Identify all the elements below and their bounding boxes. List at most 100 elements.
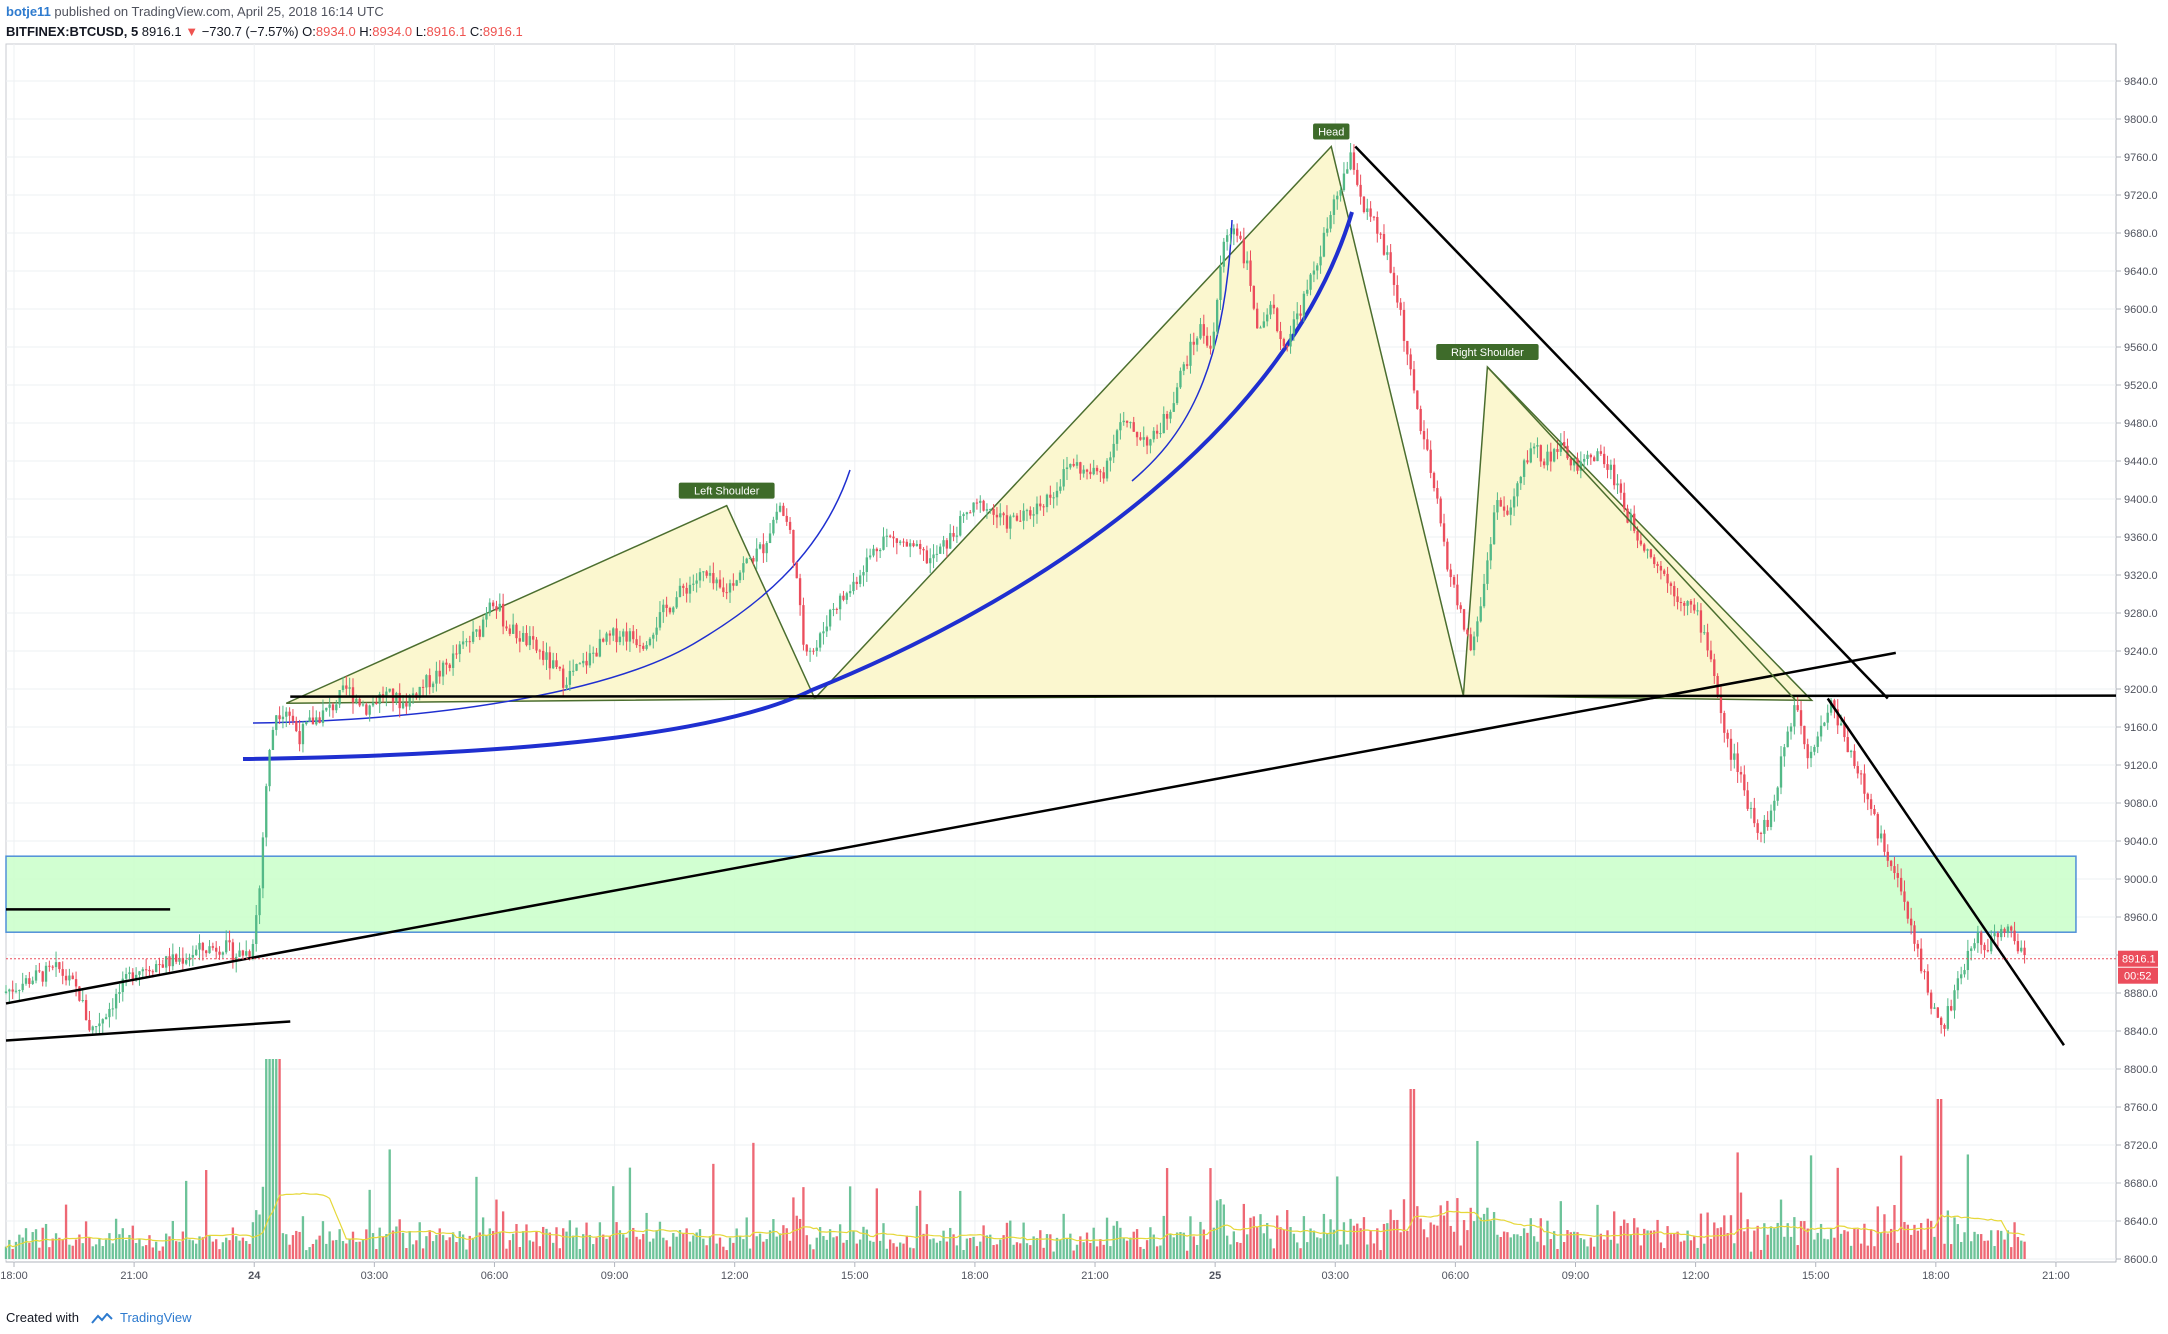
candle-body bbox=[658, 612, 662, 628]
candle-body bbox=[1112, 443, 1115, 458]
candle-body bbox=[1823, 722, 1826, 726]
candle-body bbox=[401, 702, 405, 709]
candle-body bbox=[1519, 476, 1522, 484]
candle-body bbox=[1863, 773, 1866, 794]
volume-bar bbox=[1235, 1242, 1239, 1259]
close-value: 8916.1 bbox=[482, 24, 523, 39]
candle-body bbox=[81, 1000, 84, 1002]
volume-bar bbox=[1960, 1241, 1963, 1259]
candle-body bbox=[955, 535, 959, 537]
volume-bar bbox=[732, 1242, 735, 1259]
candle-body bbox=[1826, 712, 1829, 723]
candle-body bbox=[1869, 799, 1873, 810]
candle-body bbox=[1015, 515, 1019, 521]
candle-body bbox=[461, 641, 465, 645]
volume-bar bbox=[1552, 1231, 1556, 1259]
candle-body bbox=[1506, 510, 1509, 515]
candle-body bbox=[592, 652, 595, 654]
candle-body bbox=[305, 721, 308, 725]
candle-body bbox=[1676, 596, 1679, 602]
candle-body bbox=[178, 957, 181, 962]
candle-body bbox=[1639, 540, 1643, 545]
candle-body bbox=[1202, 324, 1205, 336]
candle-body bbox=[1943, 1024, 1946, 1029]
volume-bar bbox=[1639, 1245, 1643, 1259]
volume-bar bbox=[368, 1189, 371, 1259]
volume-bar bbox=[1479, 1217, 1482, 1259]
candle-body bbox=[48, 965, 51, 967]
volume-bar bbox=[1045, 1234, 1049, 1259]
volume-bar bbox=[662, 1237, 665, 1259]
volume-bar bbox=[945, 1241, 949, 1259]
candle-body bbox=[1089, 471, 1092, 475]
candle-body bbox=[1706, 632, 1709, 651]
volume-bar bbox=[1486, 1207, 1489, 1259]
candle-body bbox=[1272, 304, 1276, 309]
volume-bar bbox=[1005, 1222, 1009, 1259]
candle-body bbox=[228, 940, 231, 943]
candle-body bbox=[1966, 950, 1970, 971]
volume-bar bbox=[1259, 1214, 1262, 1259]
tradingview-link[interactable]: TradingView bbox=[120, 1310, 192, 1325]
candle-body bbox=[678, 585, 682, 598]
volume-bar bbox=[1883, 1214, 1886, 1259]
volume-bar bbox=[1536, 1241, 1539, 1259]
candle-body bbox=[1012, 515, 1015, 517]
volume-bar bbox=[34, 1229, 38, 1259]
candle-body bbox=[148, 969, 151, 972]
candle-body bbox=[882, 536, 885, 550]
head-and-shoulders-pattern bbox=[285, 145, 1814, 704]
candle-body bbox=[1476, 621, 1479, 637]
volume-bar bbox=[838, 1224, 842, 1259]
volume-bar bbox=[41, 1227, 44, 1259]
volume-bar bbox=[1379, 1250, 1382, 1259]
volume-bar bbox=[1643, 1228, 1646, 1259]
volume-bar bbox=[1439, 1205, 1442, 1259]
volume-bar bbox=[431, 1241, 435, 1259]
volume-bar bbox=[768, 1230, 772, 1259]
candle-body bbox=[715, 579, 718, 584]
volume-bar bbox=[1362, 1217, 1366, 1259]
candle-body bbox=[919, 543, 922, 549]
volume-bar bbox=[1179, 1232, 1182, 1259]
candle-body bbox=[84, 1000, 88, 1020]
candle-body bbox=[855, 581, 858, 584]
volume-bar bbox=[899, 1242, 902, 1259]
volume-bar bbox=[808, 1244, 812, 1259]
candle-body bbox=[692, 583, 695, 585]
symbol-name[interactable]: BITFINEX:BTCUSD, 5 bbox=[6, 24, 139, 39]
candle-body bbox=[1529, 448, 1532, 463]
author-link[interactable]: botje11 bbox=[6, 4, 51, 19]
candle-body bbox=[902, 541, 905, 543]
candle-body bbox=[215, 947, 218, 952]
candle-body bbox=[1139, 437, 1142, 440]
volume-bar bbox=[1739, 1192, 1743, 1259]
x-tick-label: 18:00 bbox=[961, 1270, 989, 1282]
candle-body bbox=[1806, 744, 1809, 759]
candle-body bbox=[1025, 510, 1029, 512]
candle-body bbox=[548, 652, 552, 669]
candle-body bbox=[1913, 925, 1916, 944]
candle-body bbox=[335, 704, 338, 711]
volume-bar bbox=[465, 1249, 468, 1259]
volume-bar bbox=[852, 1230, 855, 1259]
volume-moving-average bbox=[5, 1192, 2025, 1249]
candle-body bbox=[405, 702, 408, 707]
candle-body bbox=[582, 660, 585, 664]
candle-body bbox=[1916, 943, 1919, 949]
volume-bar bbox=[1142, 1248, 1145, 1259]
candle-body bbox=[1729, 738, 1733, 760]
candle-body bbox=[999, 513, 1002, 518]
volume-bar bbox=[1145, 1240, 1149, 1259]
volume-bar bbox=[965, 1238, 969, 1259]
volume-bar bbox=[1866, 1245, 1869, 1259]
volume-bar bbox=[915, 1205, 919, 1259]
volume-bar bbox=[979, 1241, 982, 1259]
candle-body bbox=[428, 675, 431, 688]
candle-body bbox=[1276, 308, 1279, 332]
volume-bar bbox=[1095, 1246, 1099, 1259]
candle-body bbox=[672, 607, 675, 613]
volume-bar bbox=[498, 1231, 501, 1259]
candle-body bbox=[1412, 369, 1416, 391]
